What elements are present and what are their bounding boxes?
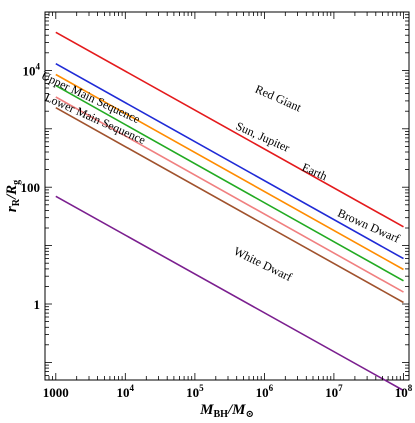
series-line-upper-main-sequence — [55, 63, 404, 260]
series-line-red-giant — [55, 31, 404, 228]
y-axis-title: rR/Rg — [4, 180, 22, 212]
y-tick-label: 100 — [21, 180, 41, 195]
x-tick-label: 105 — [186, 383, 204, 400]
series-line-lower-main-sequence — [55, 107, 404, 304]
annotation-earth: Earth — [300, 160, 329, 183]
x-tick-label: 104 — [117, 383, 135, 400]
series-line-unlabeled-5 — [55, 96, 404, 293]
x-tick-label: 106 — [256, 383, 274, 400]
plot-frame — [44, 11, 410, 381]
x-tick-label: 107 — [325, 383, 343, 400]
annotation-red-giant: Red Giant — [253, 82, 304, 115]
tick-layer: 1000 104 105 106 107 108 1 100 104 — [21, 11, 413, 400]
x-axis-title: MBH/M⊙ — [199, 402, 254, 420]
x-tick-label: 108 — [395, 383, 413, 400]
series-layer — [55, 31, 404, 392]
x-tick-label: 1000 — [43, 385, 69, 400]
series-line-white-dwarf — [55, 195, 404, 392]
annotation-white-dwarf: White Dwarf — [232, 244, 295, 284]
y-tick-label: 1 — [34, 297, 41, 312]
series-line-earth — [55, 84, 404, 282]
y-tick-label: 104 — [23, 61, 41, 78]
series-line-unlabeled-2 — [55, 73, 404, 271]
